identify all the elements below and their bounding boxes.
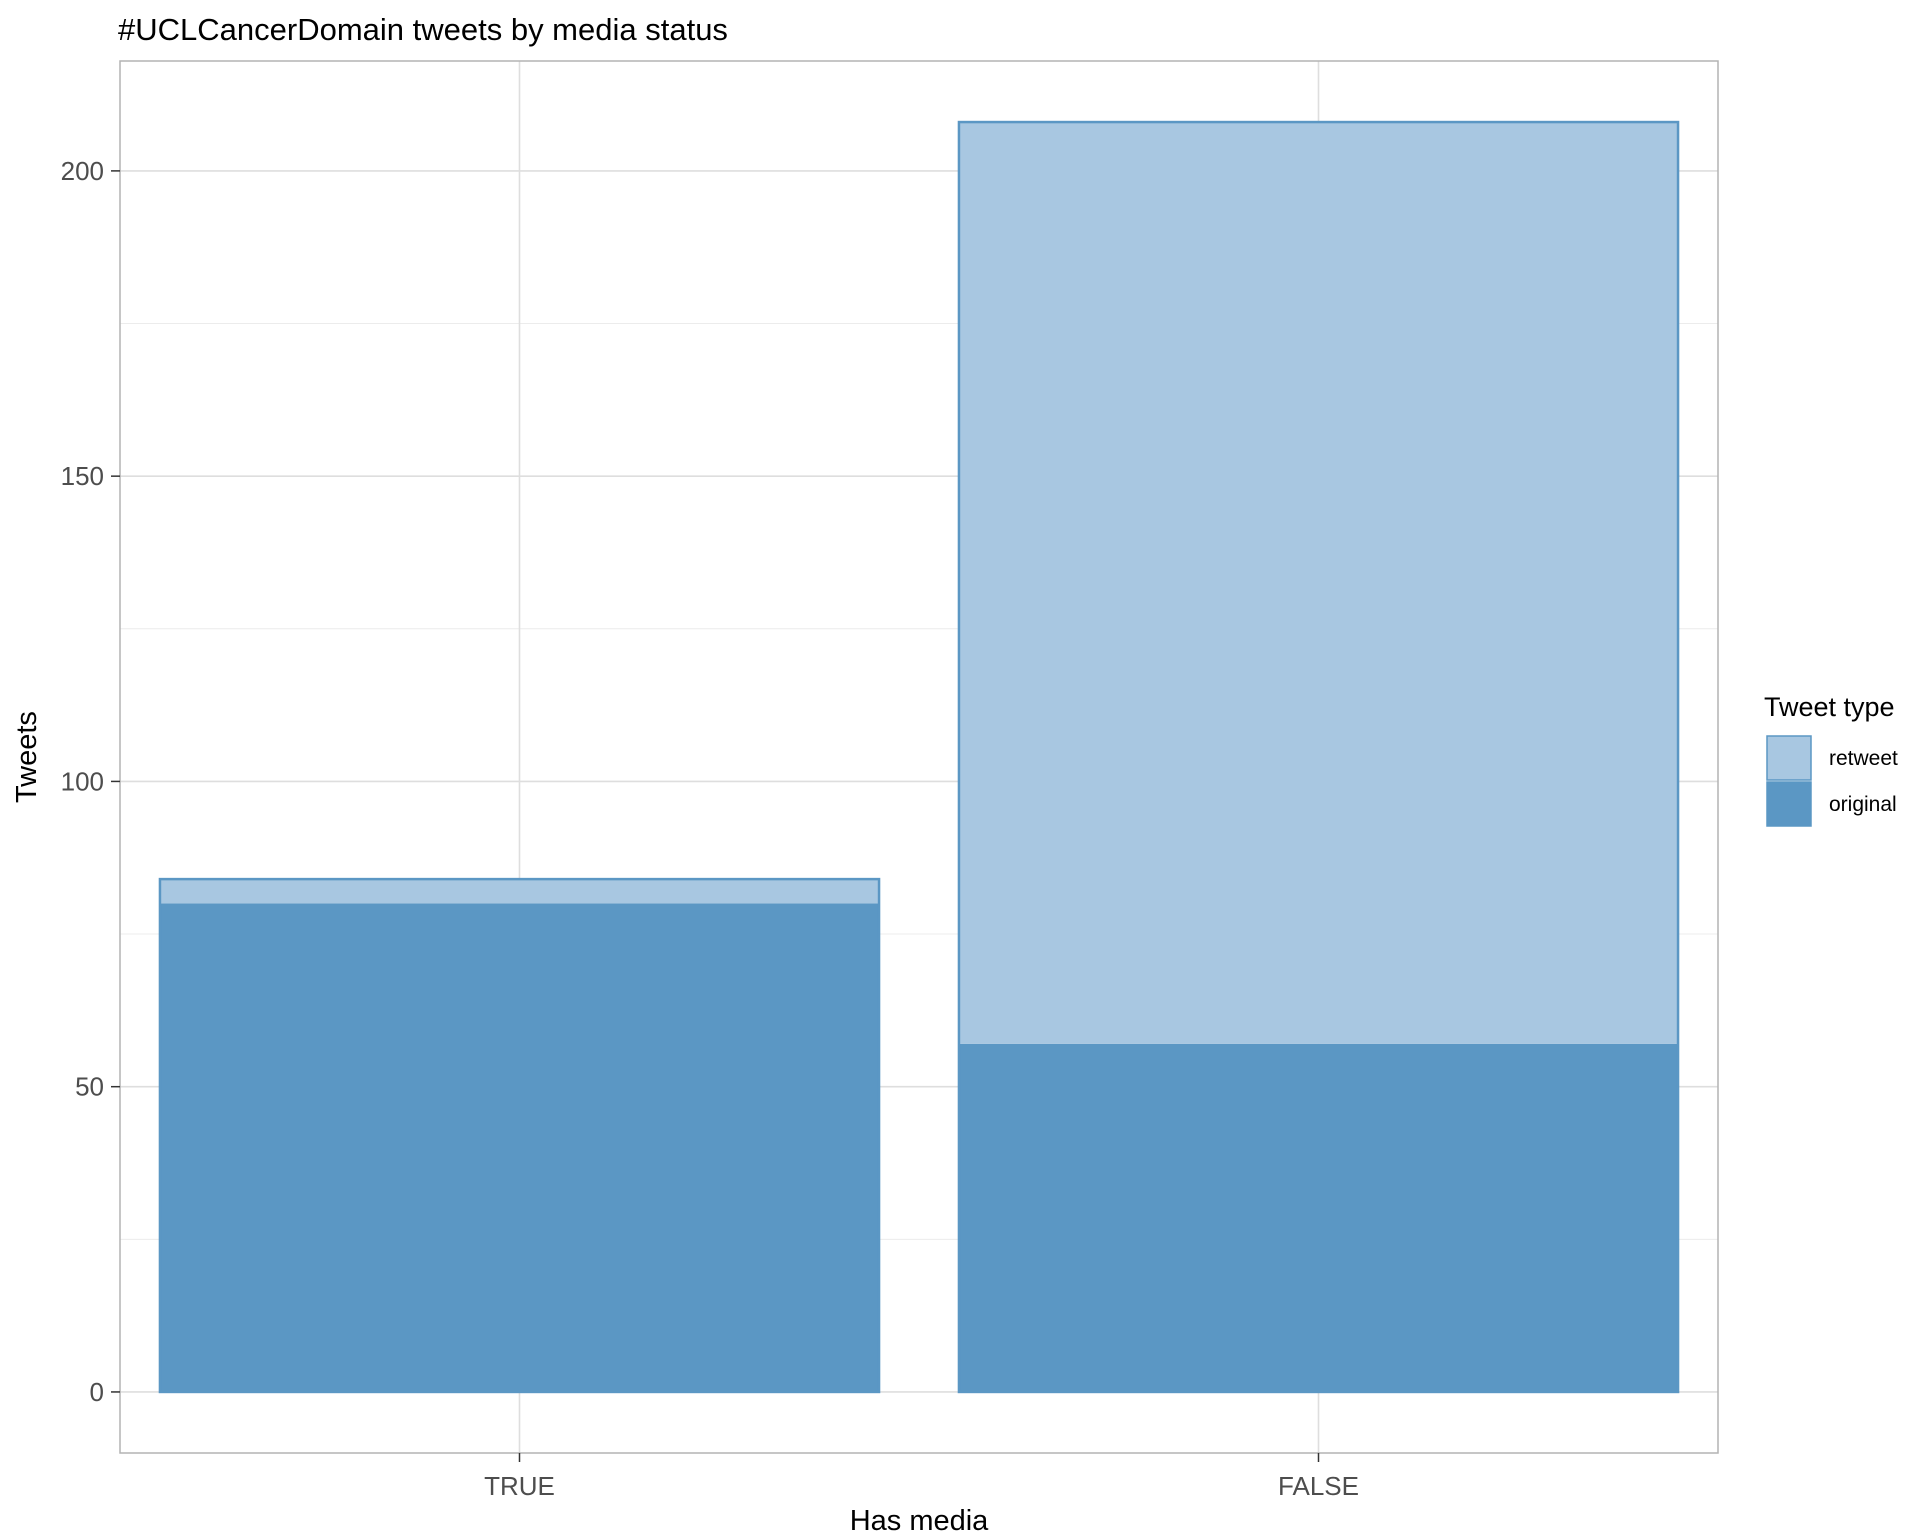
- y-tick-label: 150: [61, 461, 104, 491]
- bar-original-false: [958, 1043, 1679, 1392]
- y-axis: 0 50 100 150 200: [61, 156, 120, 1407]
- bar-retweet-true: [159, 879, 880, 904]
- y-axis-title: Tweets: [11, 711, 43, 803]
- x-tick-label: FALSE: [1278, 1471, 1359, 1501]
- legend-entries: retweet original: [1766, 735, 1898, 827]
- legend-label-retweet: retweet: [1829, 747, 1898, 770]
- bars-layer: [158, 120, 1680, 1394]
- legend-key-original: [1766, 781, 1812, 827]
- x-tick-label: TRUE: [484, 1471, 555, 1501]
- x-axis-title: Has media: [850, 1505, 989, 1536]
- y-tick-label: 200: [61, 156, 104, 186]
- y-tick-label: 50: [75, 1072, 104, 1102]
- x-axis: TRUE FALSE: [484, 1453, 1359, 1501]
- chart-title: #UCLCancerDomain tweets by media status: [118, 12, 728, 47]
- y-tick-label: 0: [90, 1377, 104, 1407]
- legend-label-original: original: [1829, 793, 1897, 816]
- y-tick-label: 100: [61, 766, 104, 796]
- bar-outline-true: [158, 877, 881, 1394]
- bar-outline-false: [957, 120, 1680, 1394]
- bar-original-true: [159, 903, 880, 1392]
- plot-border: [119, 60, 1719, 1454]
- legend-key-retweet: [1766, 735, 1812, 781]
- legend: Tweet type retweet original: [1764, 692, 1898, 827]
- bar-retweet-false: [958, 122, 1679, 1044]
- legend-title: Tweet type: [1764, 692, 1895, 722]
